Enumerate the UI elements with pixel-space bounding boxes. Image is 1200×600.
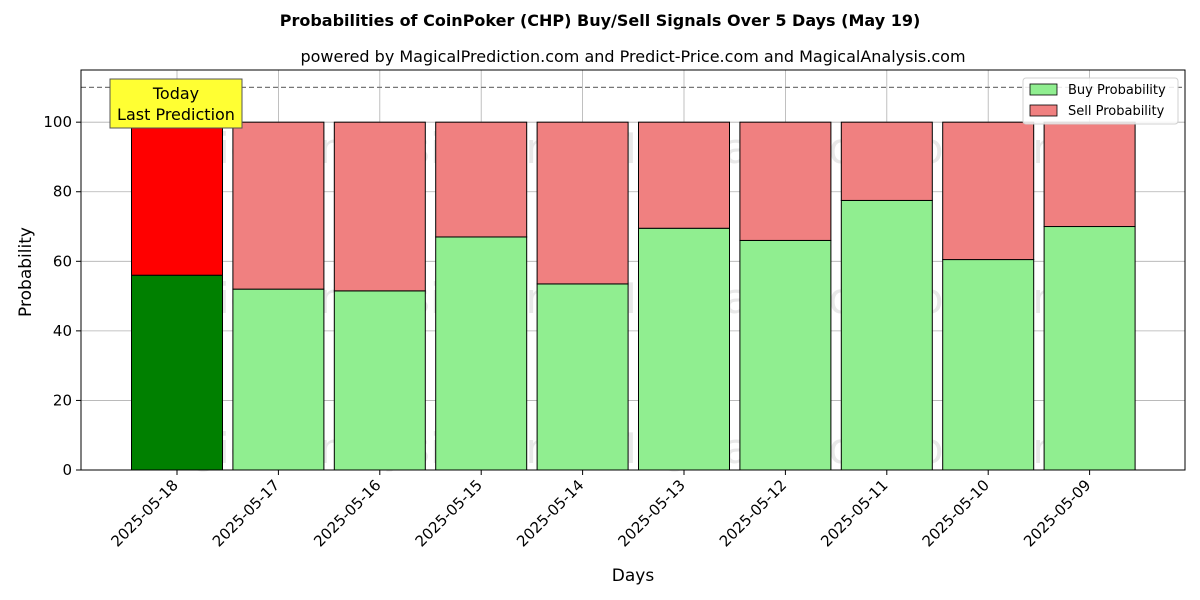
legend-swatch — [1029, 83, 1058, 96]
y-tick-label: 60 — [53, 252, 72, 270]
x-tick-label: 2025-05-15 — [412, 476, 486, 550]
bar-buy — [435, 236, 528, 471]
chart-subtitle: powered by MagicalPrediction.com and Pre… — [300, 47, 965, 66]
legend-label: Buy Probability — [1068, 83, 1166, 98]
y-tick-label: 0 — [62, 461, 72, 479]
bar-sell — [638, 121, 730, 229]
bar-sell — [232, 121, 325, 290]
bar-buy — [942, 259, 1035, 471]
x-tick-label: 2025-05-14 — [513, 476, 587, 550]
x-tick-label: 2025-05-11 — [817, 476, 891, 550]
y-tick-label: 40 — [53, 322, 72, 340]
bar-sell — [435, 121, 528, 238]
bar-buy — [1043, 226, 1136, 471]
bar-sell — [131, 121, 223, 276]
bar-buy — [333, 290, 426, 471]
bar-buy — [739, 239, 832, 471]
y-tick-label: 20 — [53, 391, 72, 409]
x-tick-label: 2025-05-09 — [1020, 476, 1094, 550]
plot-frame — [80, 69, 1186, 471]
legend-box — [1022, 77, 1179, 125]
annotation-line: Last Prediction — [117, 105, 235, 124]
legend-swatch — [1029, 104, 1058, 117]
bar-buy — [638, 227, 730, 471]
annotation: Today Last Prediction — [109, 78, 243, 129]
bar-sell — [536, 121, 629, 285]
bar-sell — [739, 121, 832, 241]
bar-buy — [232, 288, 325, 471]
y-tick-label: 100 — [43, 113, 72, 131]
bar-buy — [536, 283, 629, 471]
x-tick-label: 2025-05-16 — [310, 476, 384, 550]
x-tick-label: 2025-05-10 — [919, 476, 993, 550]
x-tick-label: 2025-05-12 — [716, 476, 790, 550]
legend-label: Sell Probability — [1068, 104, 1165, 119]
x-tick-label: 2025-05-17 — [209, 476, 283, 550]
y-tick-label: 80 — [53, 183, 72, 201]
x-axis-label: Days — [612, 566, 655, 586]
bar-sell — [840, 121, 933, 201]
bars — [131, 121, 1136, 471]
bar-buy — [840, 199, 933, 471]
x-tick-label: 2025-05-18 — [107, 476, 181, 550]
bar-sell — [1043, 121, 1136, 228]
chart-title: Probabilities of CoinPoker (CHP) Buy/Sel… — [280, 11, 921, 30]
bar-sell — [333, 121, 426, 292]
y-axis-label: Probability — [16, 227, 36, 317]
legend: Buy Probability Sell Probability — [1022, 77, 1179, 125]
annotation-line: Today — [152, 84, 199, 103]
bar-buy — [131, 274, 223, 471]
annotation-box — [109, 78, 243, 129]
x-tick-label: 2025-05-13 — [614, 476, 688, 550]
bar-sell — [942, 121, 1035, 261]
